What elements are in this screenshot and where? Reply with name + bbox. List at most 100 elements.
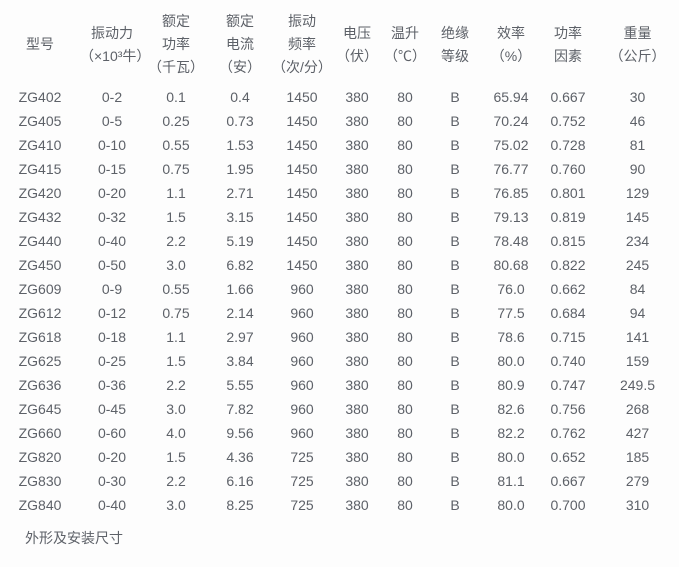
cell-voltage: 380	[345, 137, 369, 153]
cell-rated-power: 0.25	[162, 113, 190, 129]
cell-efficiency: 82.2	[497, 425, 525, 441]
cell-voltage: 380	[345, 497, 369, 513]
cell-power-factor: 0.762	[550, 425, 586, 441]
column-header-rated-power: 额定 功率 （千瓦）	[148, 13, 204, 75]
cell-vibration-freq: 960	[290, 425, 314, 441]
column-header-vibration-force: 振动力 （×10³牛）	[80, 24, 151, 64]
cell-voltage: 380	[345, 401, 369, 417]
table-row: ZG410 0-10 0.55 1.53 1450 380 80 B 75.02 0.728 81	[0, 133, 679, 157]
cell-insulation-class: B	[450, 305, 460, 321]
cell-vibration-force: 0-45	[97, 401, 127, 417]
column-header-vibration-freq: 振动 频率 （次/分）	[272, 13, 332, 75]
cell-voltage: 380	[345, 473, 369, 489]
cell-model: ZG660	[18, 425, 62, 441]
cell-voltage: 380	[345, 209, 369, 225]
cell-insulation-class: B	[450, 449, 460, 465]
table-row: ZG420 0-20 1.1 2.71 1450 380 80 B 76.85 0.801 129	[0, 181, 679, 205]
cell-efficiency: 80.0	[497, 353, 525, 369]
cell-temp-rise: 80	[397, 233, 413, 249]
cell-rated-power: 1.5	[166, 449, 186, 465]
cell-rated-power: 2.2	[166, 473, 186, 489]
cell-temp-rise: 80	[397, 89, 413, 105]
cell-weight: 185	[625, 449, 650, 465]
cell-power-factor: 0.662	[550, 281, 586, 297]
cell-vibration-force: 0-5	[101, 113, 123, 129]
cell-vibration-force: 0-30	[97, 473, 127, 489]
cell-vibration-freq: 960	[290, 329, 314, 345]
cell-model: ZG820	[18, 449, 62, 465]
cell-rated-power: 1.5	[166, 209, 186, 225]
cell-weight: 145	[625, 209, 650, 225]
cell-rated-current: 3.84	[226, 353, 254, 369]
cell-efficiency: 76.85	[493, 185, 529, 201]
cell-vibration-freq: 725	[290, 497, 314, 513]
cell-rated-current: 1.95	[226, 161, 254, 177]
cell-insulation-class: B	[450, 233, 460, 249]
cell-rated-power: 1.1	[166, 329, 186, 345]
table-row: ZG440 0-40 2.2 5.19 1450 380 80 B 78.48 0.815 234	[0, 229, 679, 253]
cell-vibration-force: 0-20	[97, 449, 127, 465]
cell-efficiency: 79.13	[493, 209, 529, 225]
cell-weight: 268	[625, 401, 650, 417]
cell-vibration-freq: 960	[290, 281, 314, 297]
column-header-power-factor: 功率 因素	[554, 24, 582, 64]
cell-model: ZG415	[18, 161, 62, 177]
cell-temp-rise: 80	[397, 329, 413, 345]
cell-temp-rise: 80	[397, 425, 413, 441]
cell-rated-current: 2.71	[226, 185, 254, 201]
cell-insulation-class: B	[450, 137, 460, 153]
cell-rated-power: 3.0	[166, 497, 186, 513]
cell-temp-rise: 80	[397, 137, 413, 153]
cell-insulation-class: B	[450, 497, 460, 513]
cell-power-factor: 0.728	[550, 137, 586, 153]
cell-model: ZG612	[18, 305, 62, 321]
cell-power-factor: 0.756	[550, 401, 586, 417]
cell-vibration-freq: 960	[290, 353, 314, 369]
table-row: ZG405 0-5 0.25 0.73 1450 380 80 B 70.24 0.752 46	[0, 109, 679, 133]
cell-weight: 46	[629, 113, 646, 129]
cell-efficiency: 65.94	[493, 89, 529, 105]
cell-model: ZG450	[18, 257, 62, 273]
cell-model: ZG609	[18, 281, 62, 297]
cell-temp-rise: 80	[397, 473, 413, 489]
cell-rated-power: 2.2	[166, 233, 186, 249]
cell-insulation-class: B	[450, 89, 460, 105]
cell-insulation-class: B	[450, 353, 460, 369]
cell-rated-power: 4.0	[166, 425, 186, 441]
cell-temp-rise: 80	[397, 497, 413, 513]
cell-power-factor: 0.652	[550, 449, 586, 465]
cell-weight: 90	[629, 161, 646, 177]
cell-power-factor: 0.760	[550, 161, 586, 177]
cell-vibration-force: 0-9	[101, 281, 123, 297]
cell-weight: 94	[629, 305, 646, 321]
table-row: ZG450 0-50 3.0 6.82 1450 380 80 B 80.68 0.822 245	[0, 253, 679, 277]
cell-vibration-force: 0-18	[97, 329, 127, 345]
cell-vibration-force: 0-15	[97, 161, 127, 177]
cell-rated-current: 2.14	[226, 305, 254, 321]
cell-insulation-class: B	[450, 185, 460, 201]
cell-voltage: 380	[345, 257, 369, 273]
cell-vibration-freq: 1450	[286, 161, 318, 177]
cell-rated-current: 5.55	[226, 377, 254, 393]
cell-insulation-class: B	[450, 473, 460, 489]
cell-efficiency: 70.24	[493, 113, 529, 129]
column-header-voltage: 电压 （伏）	[336, 24, 378, 64]
table-row: ZG402 0-2 0.1 0.4 1450 380 80 B 65.94 0.667 30	[0, 85, 679, 109]
cell-power-factor: 0.740	[550, 353, 586, 369]
cell-vibration-force: 0-25	[97, 353, 127, 369]
cell-efficiency: 81.1	[497, 473, 525, 489]
cell-vibration-force: 0-40	[97, 233, 127, 249]
cell-rated-current: 9.56	[226, 425, 254, 441]
column-header-rated-current: 额定 电流 （安）	[219, 13, 261, 75]
cell-rated-power: 0.1	[166, 89, 186, 105]
cell-insulation-class: B	[450, 257, 460, 273]
cell-model: ZG440	[18, 233, 62, 249]
cell-rated-power: 0.75	[162, 305, 190, 321]
cell-power-factor: 0.715	[550, 329, 586, 345]
cell-weight: 84	[629, 281, 646, 297]
cell-temp-rise: 80	[397, 113, 413, 129]
cell-model: ZG410	[18, 137, 62, 153]
cell-rated-current: 8.25	[226, 497, 254, 513]
cell-insulation-class: B	[450, 329, 460, 345]
cell-vibration-freq: 960	[290, 401, 314, 417]
